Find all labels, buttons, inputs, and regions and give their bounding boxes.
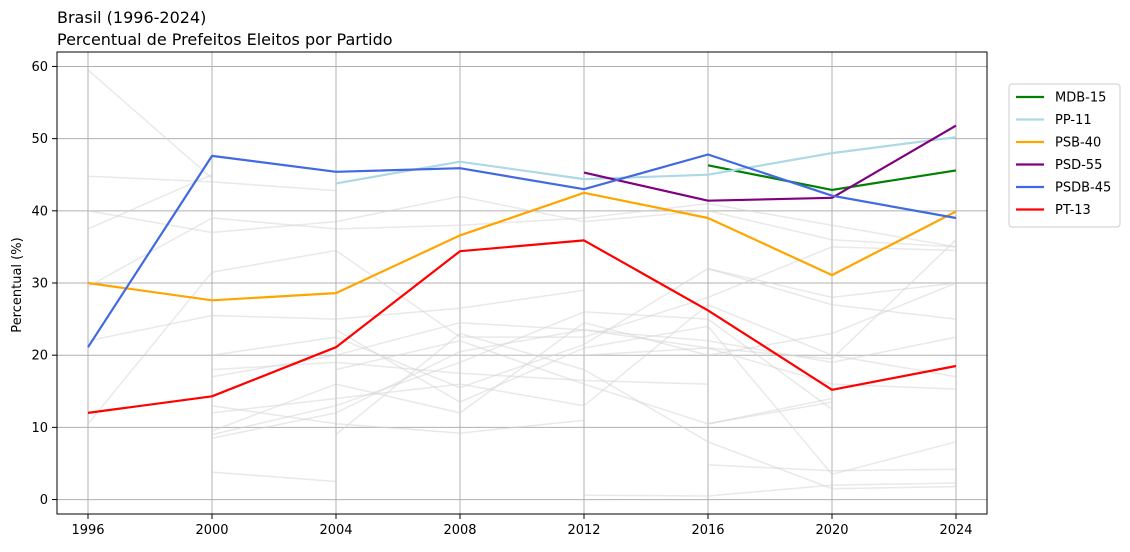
y-tick-label: 30 [31, 277, 48, 292]
highlighted-series-group [87, 124, 957, 414]
background-series-line [707, 464, 957, 472]
y-tick-label: 50 [31, 132, 48, 147]
x-tick-label: 2000 [195, 523, 228, 538]
grid [57, 52, 987, 514]
background-series-group [87, 69, 957, 497]
chart-title: Brasil (1996-2024) [57, 8, 206, 27]
series-line-psd-55 [583, 124, 957, 202]
background-series-line [87, 195, 957, 248]
y-axis-ticks: 0 10 20 30 40 50 60 [31, 60, 57, 508]
legend-label-psdb-45: PSDB-45 [1055, 181, 1111, 196]
y-tick-label: 40 [31, 204, 48, 219]
y-tick-label: 60 [31, 60, 48, 75]
background-series-line [211, 303, 957, 414]
legend-label-pt-13: PT-13 [1055, 203, 1091, 218]
background-series-line [335, 325, 957, 476]
series-line-mdb-15 [707, 164, 957, 191]
background-series-line [87, 202, 957, 288]
x-axis-ticks: 1996 2000 2004 2008 2012 2016 2020 2024 [71, 514, 973, 538]
background-series-line [87, 174, 213, 230]
legend: MDB-15 PP-11 PSB-40 PSD-55 PSDB-45 PT-13 [1008, 83, 1121, 228]
background-series-line [335, 340, 833, 425]
legend-label-mdb-15: MDB-15 [1055, 91, 1106, 106]
x-tick-label: 2016 [691, 523, 724, 538]
background-series-line [211, 311, 833, 436]
x-tick-label: 1996 [71, 523, 104, 538]
y-axis-label: Percentual (%) [10, 237, 25, 332]
background-series-line [707, 397, 833, 425]
x-tick-label: 2020 [815, 523, 848, 538]
chart-subtitle: Percentual de Prefeitos Eleitos por Part… [57, 30, 393, 49]
background-series-line [211, 282, 957, 432]
series-line-pt-13 [87, 239, 957, 414]
background-series-line [211, 239, 957, 439]
y-tick-label: 20 [31, 349, 48, 364]
series-line-psdb-45 [87, 153, 957, 348]
background-series-line [87, 289, 585, 342]
background-series-line [211, 267, 957, 389]
background-series-line [87, 175, 337, 192]
x-tick-label: 2024 [939, 523, 972, 538]
background-series-line [707, 267, 957, 299]
background-series-line [335, 332, 957, 490]
background-series-line [87, 69, 213, 179]
legend-label-pp-11: PP-11 [1055, 113, 1092, 128]
y-tick-label: 0 [40, 493, 48, 508]
background-series-line [211, 404, 585, 434]
legend-label-psd-55: PSD-55 [1055, 158, 1102, 173]
legend-label-psb-40: PSB-40 [1055, 136, 1101, 151]
background-series-line [583, 482, 957, 497]
x-tick-label: 2012 [567, 523, 600, 538]
series-line-psb-40 [87, 191, 957, 302]
x-tick-label: 2008 [443, 523, 476, 538]
y-tick-label: 10 [31, 421, 48, 436]
x-tick-label: 2004 [319, 523, 352, 538]
background-series-line [211, 471, 337, 483]
series-line-pp-11 [335, 136, 957, 185]
background-series-line [211, 361, 709, 385]
